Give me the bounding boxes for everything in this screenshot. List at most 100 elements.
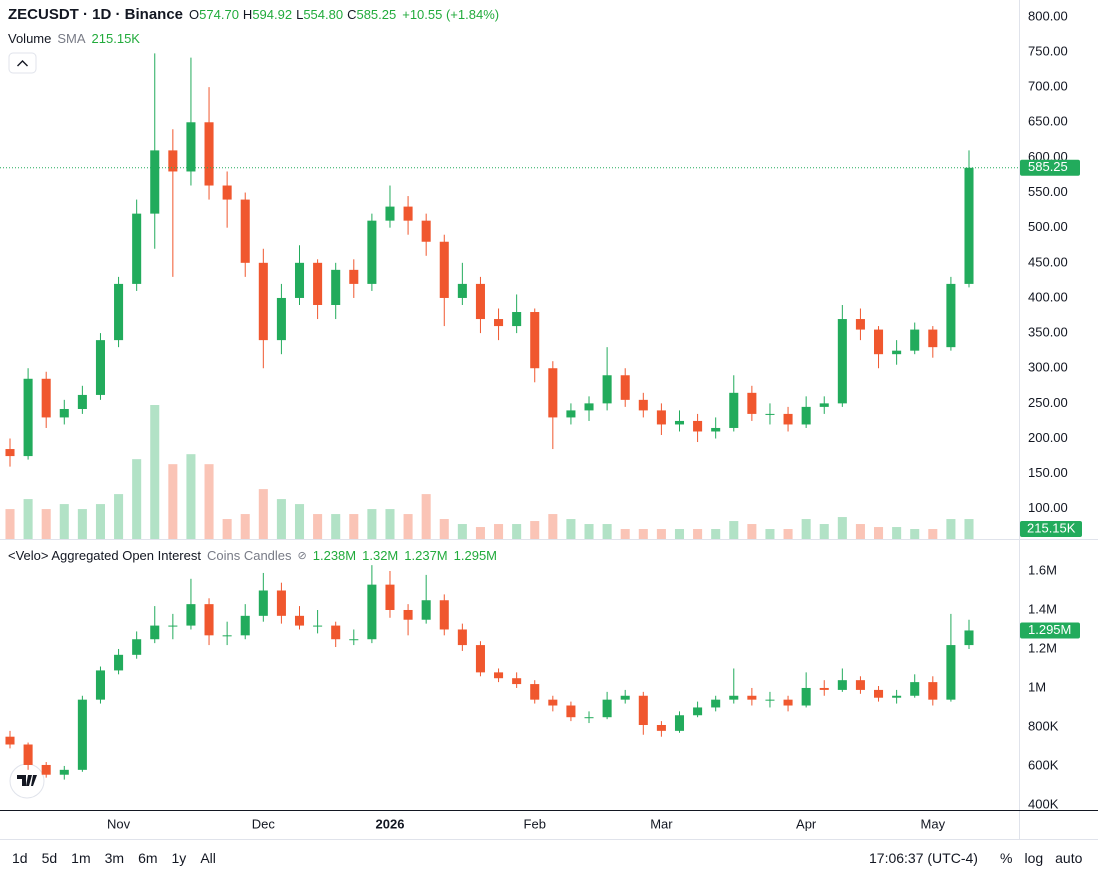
volume-bar bbox=[566, 519, 576, 539]
candle-body bbox=[276, 590, 286, 616]
candle-body bbox=[186, 604, 196, 626]
y-tick-label: 200.00 bbox=[1028, 430, 1068, 445]
candle-body bbox=[258, 590, 268, 616]
timeframe-button[interactable]: 6m bbox=[138, 850, 158, 866]
candle-body bbox=[620, 375, 630, 400]
candle-body bbox=[674, 420, 685, 425]
volume-bar bbox=[421, 494, 431, 539]
volume-bar bbox=[512, 524, 522, 539]
scale-option[interactable]: % bbox=[1000, 850, 1013, 866]
oi-legend: <Velo> Aggregated Open Interest Coins Ca… bbox=[8, 548, 497, 563]
change: +10.55 (+1.84%) bbox=[402, 7, 500, 22]
volume-bar bbox=[204, 464, 214, 539]
candle-body bbox=[367, 220, 377, 284]
candle-body bbox=[765, 699, 775, 701]
volume-bar bbox=[783, 529, 793, 539]
scale-option[interactable]: log bbox=[1024, 850, 1044, 866]
ohlc-value: 585.25 bbox=[356, 7, 397, 22]
volume-bar bbox=[656, 529, 666, 539]
volume-bar bbox=[874, 527, 884, 539]
candle-body bbox=[729, 695, 739, 700]
hide-icon[interactable]: ⊘ bbox=[297, 550, 307, 562]
timeframe-button[interactable]: 1d bbox=[12, 850, 28, 866]
candle-body bbox=[114, 654, 124, 671]
candle-body bbox=[693, 420, 703, 432]
volume-bar bbox=[693, 529, 703, 539]
bottom-toolbar: 1d 5d 1m 3m 6m 1y All 17:06:37 (UTC-4) % log aut… bbox=[0, 840, 1098, 874]
candle-body bbox=[946, 645, 956, 700]
y-tick-label: 1.4M bbox=[1028, 601, 1057, 616]
candle-body bbox=[222, 185, 232, 200]
volume-bar bbox=[258, 489, 268, 539]
y-tick-label: 750.00 bbox=[1028, 43, 1068, 58]
volume-bar bbox=[475, 527, 485, 539]
candle-body bbox=[276, 297, 286, 341]
candle-body bbox=[59, 408, 69, 418]
y-tick-label: 100.00 bbox=[1028, 500, 1068, 515]
ohlc-value: 574.70 bbox=[199, 7, 239, 22]
oi-value: 1.238M bbox=[312, 548, 357, 563]
volume-bar bbox=[801, 519, 811, 539]
timeframe-button[interactable]: 5d bbox=[41, 850, 58, 866]
candle-body bbox=[403, 206, 413, 221]
collapse-button[interactable] bbox=[8, 52, 37, 74]
last-price-label: 585.25 bbox=[1028, 159, 1068, 174]
candle-body bbox=[5, 449, 15, 457]
ohlc-item: O574.70 bbox=[189, 7, 239, 22]
candle-body bbox=[204, 604, 214, 636]
candle-body bbox=[240, 199, 250, 263]
y-tick-label: 150.00 bbox=[1028, 465, 1068, 480]
volume-bar bbox=[276, 499, 286, 539]
volume-bar bbox=[222, 519, 232, 539]
timeframe-button[interactable]: 1y bbox=[171, 850, 187, 866]
volume-bar bbox=[638, 529, 648, 539]
volume-bar bbox=[77, 509, 87, 539]
y-tick-label: 500.00 bbox=[1028, 219, 1068, 234]
candle-body bbox=[168, 150, 178, 172]
timeframe-button[interactable]: 3m bbox=[104, 850, 125, 866]
candle-body bbox=[457, 629, 467, 646]
candle-body bbox=[711, 699, 721, 708]
candle-body bbox=[747, 695, 757, 700]
candle-body bbox=[403, 609, 413, 620]
volume-title: Volume bbox=[8, 31, 52, 46]
timeframe-button[interactable]: All bbox=[200, 850, 216, 866]
candle-body bbox=[693, 707, 703, 716]
last-price-box bbox=[1020, 159, 1080, 176]
candle-body bbox=[349, 639, 359, 641]
y-tick-label: 350.00 bbox=[1028, 325, 1068, 340]
candle-body bbox=[385, 206, 395, 221]
candle-body bbox=[313, 262, 323, 305]
candle-body bbox=[186, 122, 196, 172]
candle-body bbox=[964, 630, 974, 646]
candle-body bbox=[801, 406, 811, 425]
candle-body bbox=[41, 764, 51, 775]
candle-body bbox=[439, 241, 449, 298]
oi-title: <Velo> Aggregated Open Interest bbox=[8, 548, 201, 563]
volume-bar bbox=[819, 524, 829, 539]
scale-option[interactable]: auto bbox=[1055, 850, 1083, 866]
candle-body bbox=[385, 584, 395, 610]
timeframe-button[interactable]: 1m bbox=[71, 850, 91, 866]
oi-values: 1.238M 1.32M 1.237M 1.295M bbox=[313, 548, 497, 563]
y-tick-label: 600K bbox=[1028, 757, 1059, 772]
volume-bar bbox=[729, 521, 739, 539]
candle-body bbox=[674, 715, 685, 731]
candle-body bbox=[294, 615, 305, 626]
volume-bar bbox=[5, 509, 15, 539]
candle-body bbox=[95, 670, 105, 700]
candle-body bbox=[5, 736, 15, 745]
logo bbox=[17, 775, 37, 786]
candle-body bbox=[602, 699, 612, 718]
candle-body bbox=[892, 695, 902, 698]
volume-bar bbox=[457, 524, 467, 539]
candle-body bbox=[421, 600, 431, 620]
candle-body bbox=[584, 403, 594, 411]
candle-body bbox=[114, 283, 124, 341]
candle-body bbox=[150, 150, 160, 214]
candle-body bbox=[258, 262, 268, 341]
volume-bar bbox=[95, 504, 105, 539]
candle-body bbox=[530, 312, 540, 369]
volume-bar bbox=[620, 529, 630, 539]
volume-bar bbox=[240, 514, 250, 539]
